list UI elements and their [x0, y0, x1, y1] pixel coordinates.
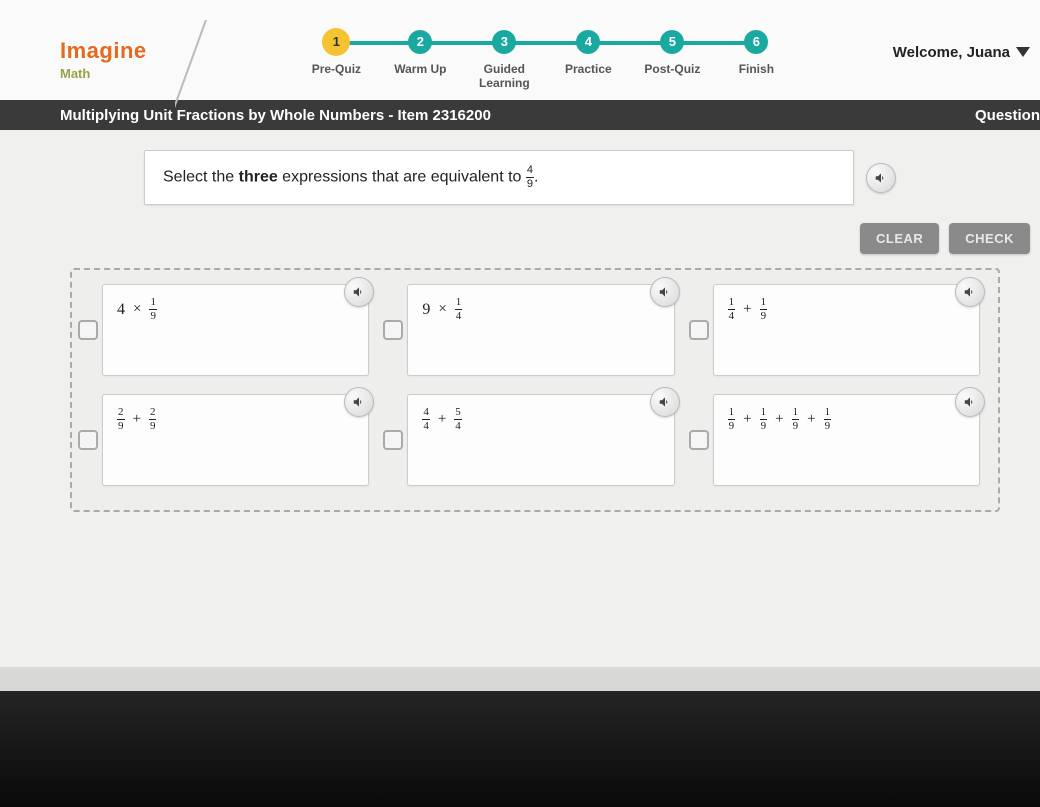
progress-step[interactable]: 6 Finish — [714, 30, 798, 76]
answer-option: 14+19 — [689, 284, 980, 376]
prompt-row: Select the three expressions that are eq… — [0, 150, 1040, 205]
chevron-down-icon — [1016, 47, 1030, 57]
question-label: Question — [975, 107, 1040, 124]
audio-option-button[interactable] — [344, 277, 374, 307]
step-circle: 6 — [744, 30, 768, 54]
checkbox-wrap — [689, 284, 709, 340]
answer-area: 4×19 9×14 14+19 29+29 44+54 19+19+19+19 — [70, 268, 1000, 512]
step-circle: 1 — [322, 28, 350, 56]
prompt-bold: three — [239, 169, 278, 186]
step-circle: 5 — [660, 30, 684, 54]
checkbox-wrap — [78, 394, 98, 450]
option-checkbox[interactable] — [383, 320, 403, 340]
answer-option: 19+19+19+19 — [689, 394, 980, 486]
prompt-tail: . — [534, 169, 538, 186]
option-checkbox[interactable] — [689, 320, 709, 340]
answer-option: 29+29 — [78, 394, 369, 486]
step-label: Practice — [565, 62, 612, 76]
option-card[interactable]: 14+19 — [713, 284, 980, 376]
speaker-icon — [352, 395, 366, 409]
option-expression: 44+54 — [422, 407, 659, 432]
option-expression: 14+19 — [728, 297, 965, 322]
option-checkbox[interactable] — [383, 430, 403, 450]
step-label: Warm Up — [394, 62, 446, 76]
step-label: Finish — [739, 62, 774, 76]
checkbox-wrap — [689, 394, 709, 450]
check-button[interactable]: CHECK — [949, 223, 1030, 254]
audio-option-button[interactable] — [955, 387, 985, 417]
option-expression: 9×14 — [422, 297, 659, 322]
audio-option-button[interactable] — [955, 277, 985, 307]
option-expression: 19+19+19+19 — [728, 407, 965, 432]
progress-step[interactable]: 3 GuidedLearning — [462, 30, 546, 91]
option-card[interactable]: 29+29 — [102, 394, 369, 486]
speaker-icon — [963, 395, 977, 409]
checkbox-wrap — [383, 394, 403, 450]
answer-option: 9×14 — [383, 284, 674, 376]
clear-button[interactable]: CLEAR — [860, 223, 939, 254]
speaker-icon — [874, 171, 888, 185]
option-checkbox[interactable] — [78, 430, 98, 450]
progress-step[interactable]: 4 Practice — [546, 30, 630, 76]
audio-option-button[interactable] — [344, 387, 374, 417]
bottom-band — [0, 667, 1040, 807]
checkbox-wrap — [78, 284, 98, 340]
audio-option-button[interactable] — [650, 387, 680, 417]
prompt-fraction: 49 — [526, 165, 534, 190]
step-circle: 4 — [576, 30, 600, 54]
audio-prompt-button[interactable] — [866, 163, 896, 193]
prompt-box: Select the three expressions that are eq… — [144, 150, 854, 205]
option-card[interactable]: 44+54 — [407, 394, 674, 486]
answer-option: 4×19 — [78, 284, 369, 376]
step-label: GuidedLearning — [479, 62, 530, 91]
prompt-post: expressions that are equivalent to — [278, 169, 526, 186]
content-area: Select the three expressions that are eq… — [0, 130, 1040, 512]
speaker-icon — [658, 395, 672, 409]
option-checkbox[interactable] — [78, 320, 98, 340]
welcome-user[interactable]: Welcome, Juana — [893, 40, 1040, 61]
speaker-icon — [963, 285, 977, 299]
answer-option: 44+54 — [383, 394, 674, 486]
option-expression: 29+29 — [117, 407, 354, 432]
checkbox-wrap — [383, 284, 403, 340]
speaker-icon — [352, 285, 366, 299]
option-card[interactable]: 19+19+19+19 — [713, 394, 980, 486]
progress-step[interactable]: 1 Pre-Quiz — [294, 30, 378, 76]
step-label: Pre-Quiz — [312, 62, 361, 76]
audio-option-button[interactable] — [650, 277, 680, 307]
step-label: Post-Quiz — [644, 62, 700, 76]
option-card[interactable]: 4×19 — [102, 284, 369, 376]
speaker-icon — [658, 285, 672, 299]
header: Imagine Math 1 Pre-Quiz 2 Warm Up 3 GuidedLea… — [0, 0, 1040, 100]
option-card[interactable]: 9×14 — [407, 284, 674, 376]
action-buttons: CLEAR CHECK — [0, 223, 1040, 254]
title-bar: Multiplying Unit Fractions by Whole Numb… — [0, 100, 1040, 130]
option-expression: 4×19 — [117, 297, 354, 322]
welcome-text: Welcome, Juana — [893, 44, 1010, 61]
progress-step[interactable]: 2 Warm Up — [378, 30, 462, 76]
progress-tracker: 1 Pre-Quiz 2 Warm Up 3 GuidedLearning 4 Practic… — [200, 10, 893, 91]
lesson-title: Multiplying Unit Fractions by Whole Numb… — [60, 107, 491, 124]
answer-grid: 4×19 9×14 14+19 29+29 44+54 19+19+19+19 — [78, 284, 980, 486]
option-checkbox[interactable] — [689, 430, 709, 450]
prompt-pre: Select the — [163, 169, 239, 186]
logo: Imagine Math — [0, 20, 200, 81]
step-circle: 2 — [408, 30, 432, 54]
step-circle: 3 — [492, 30, 516, 54]
progress-step[interactable]: 5 Post-Quiz — [630, 30, 714, 76]
